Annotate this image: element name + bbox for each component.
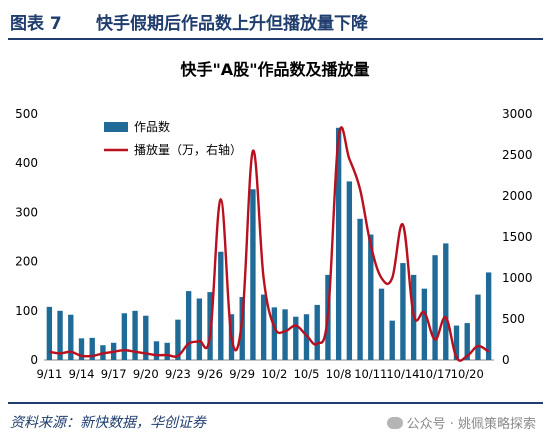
bar — [68, 314, 74, 360]
header-rule — [8, 38, 543, 40]
figure-footer: 资料来源：新快数据，华创证券 公众号 · 姚佩策略探索 — [0, 402, 550, 443]
legend-bar-label: 作品数 — [134, 119, 170, 134]
x-tick-label: 9/11 — [36, 367, 62, 381]
figure-title: 快手假期后作品数上升但播放量下降 — [96, 14, 368, 34]
bar — [421, 288, 428, 360]
y-left-tick-label: 300 — [15, 205, 38, 219]
x-tick-label: 10/14 — [386, 367, 419, 381]
bar — [143, 315, 149, 360]
legend-bar-swatch — [104, 122, 128, 132]
source-note: 资料来源：新快数据，华创证券 — [10, 415, 206, 431]
x-tick-label: 9/14 — [69, 367, 95, 381]
bar — [453, 325, 460, 360]
bar — [185, 291, 192, 360]
y-left-tick-label: 500 — [15, 107, 38, 121]
bar — [46, 306, 53, 360]
bar — [475, 294, 481, 360]
series-line — [49, 126, 490, 362]
x-tick-label: 10/5 — [294, 367, 320, 381]
y-left-tick-label: 400 — [15, 156, 38, 170]
y-right-tick-label: 2000 — [502, 189, 533, 203]
bar — [153, 341, 160, 360]
bar — [346, 181, 353, 360]
bar — [335, 127, 342, 360]
y-left-tick-label: 0 — [30, 353, 38, 367]
bar — [89, 337, 95, 360]
bar — [132, 310, 138, 360]
bar — [368, 234, 374, 360]
y-left-tick-label: 200 — [15, 255, 38, 269]
x-tick-label: 10/20 — [451, 367, 484, 381]
x-tick-label: 10/2 — [261, 367, 287, 381]
x-tick-label: 10/17 — [418, 367, 451, 381]
watermark: 公众号 · 姚佩策略探索 — [386, 413, 536, 432]
x-tick-label: 9/26 — [197, 367, 223, 381]
bar-series — [46, 127, 492, 360]
y-right-tick-label: 0 — [502, 353, 510, 367]
bar — [314, 304, 320, 360]
bar — [389, 320, 395, 360]
chart-title: 快手"A股"作品数及播放量 — [180, 60, 369, 79]
figure-header: 图表 7 快手假期后作品数上升但播放量下降 — [0, 0, 550, 44]
bar — [196, 298, 203, 360]
bar — [464, 323, 470, 360]
bar — [303, 314, 310, 360]
bar — [485, 272, 492, 360]
line-series — [49, 126, 490, 362]
x-tick-label: 9/29 — [229, 367, 255, 381]
bar — [175, 319, 181, 360]
bar — [432, 255, 438, 360]
footer-rule — [8, 402, 543, 404]
bar — [357, 218, 363, 360]
bar — [250, 189, 256, 360]
bar — [293, 316, 299, 360]
bar — [378, 288, 385, 360]
bar — [271, 307, 278, 360]
x-tick-label: 9/23 — [165, 367, 191, 381]
bar — [260, 294, 267, 360]
bar — [400, 263, 406, 360]
bar — [218, 251, 224, 360]
watermark-text: 公众号 · 姚佩策略探索 — [406, 417, 536, 432]
y-right-tick-label: 2500 — [502, 148, 533, 162]
bar — [443, 243, 449, 360]
legend-line-label: 播放量（万，右轴） — [134, 142, 242, 157]
y-right-tick-label: 1500 — [502, 230, 533, 244]
y-right-tick-label: 3000 — [502, 107, 533, 121]
y-left-tick-label: 100 — [15, 304, 38, 318]
bar — [282, 309, 288, 360]
wechat-icon — [386, 417, 403, 429]
x-tick-label: 10/11 — [354, 367, 387, 381]
figure-number: 图表 7 — [10, 14, 62, 34]
x-tick-label: 9/17 — [101, 367, 127, 381]
y-right-tick-label: 1000 — [502, 271, 533, 285]
y-right-tick-label: 500 — [502, 312, 525, 326]
x-tick-label: 10/8 — [326, 367, 352, 381]
axes: 0 100 200 300 400 500 0 500 1000 1500 2000 2500 3000… — [15, 107, 532, 381]
x-tick-label: 9/20 — [133, 367, 159, 381]
chart: 快手"A股"作品数及播放量 0 100 200 300 400 500 0 500 1000 15… — [15, 60, 532, 381]
bar — [78, 338, 85, 360]
bar — [121, 313, 128, 360]
bar — [164, 342, 170, 360]
bar — [57, 310, 63, 360]
